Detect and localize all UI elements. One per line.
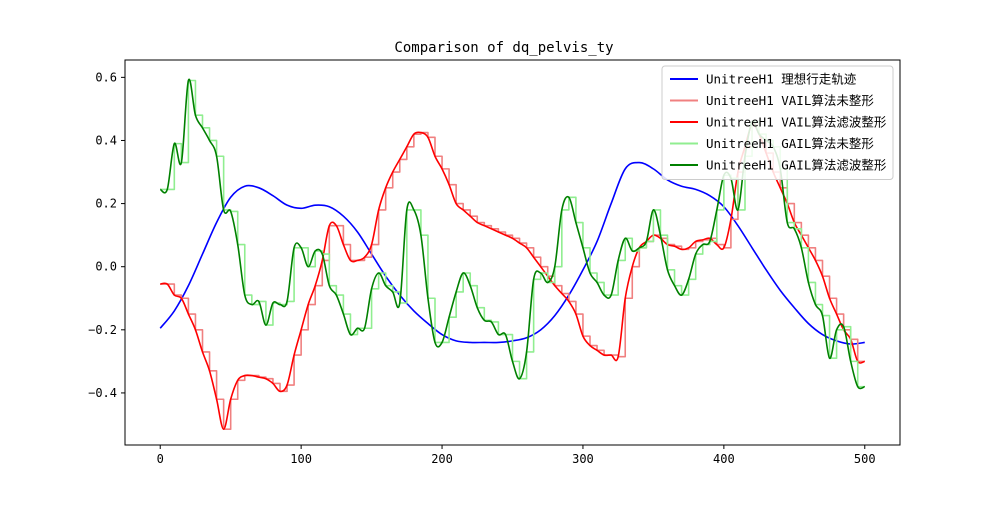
y-tick-label: −0.2 (88, 323, 117, 337)
x-tick-label: 200 (431, 452, 453, 466)
y-tick-label: 0.6 (95, 70, 117, 84)
y-tick-label: 0.2 (95, 197, 117, 211)
legend-label-5: UnitreeH1 GAIL算法滤波整形 (706, 158, 887, 173)
chart-title: Comparison of dq_pelvis_ty (394, 40, 613, 56)
legend-label-4: UnitreeH1 GAIL算法未整形 (706, 136, 874, 151)
x-tick-label: 100 (290, 452, 312, 466)
y-tick-label: 0.4 (95, 133, 117, 147)
legend: UnitreeH1 理想行走轨迹 UnitreeH1 VAIL算法未整形 Unitr… (661, 65, 894, 180)
legend-label-2: UnitreeH1 VAIL算法未整形 (706, 93, 874, 108)
x-tick-label: 0 (157, 452, 164, 466)
axis-ticks: 0 100 200 300 400 500 −0.4 −0.2 0.0 0.2 0.4 0.6 (88, 70, 876, 466)
legend-label-1: UnitreeH1 理想行走轨迹 (706, 72, 857, 87)
x-tick-label: 300 (572, 452, 594, 466)
y-tick-label: −0.4 (88, 386, 117, 400)
x-tick-label: 400 (713, 452, 735, 466)
axes-frame (124, 59, 901, 446)
legend-label-3: UnitreeH1 VAIL算法滤波整形 (706, 115, 887, 130)
y-tick-label: 0.0 (95, 260, 117, 274)
x-tick-label: 500 (854, 452, 876, 466)
legend-box (661, 65, 894, 180)
